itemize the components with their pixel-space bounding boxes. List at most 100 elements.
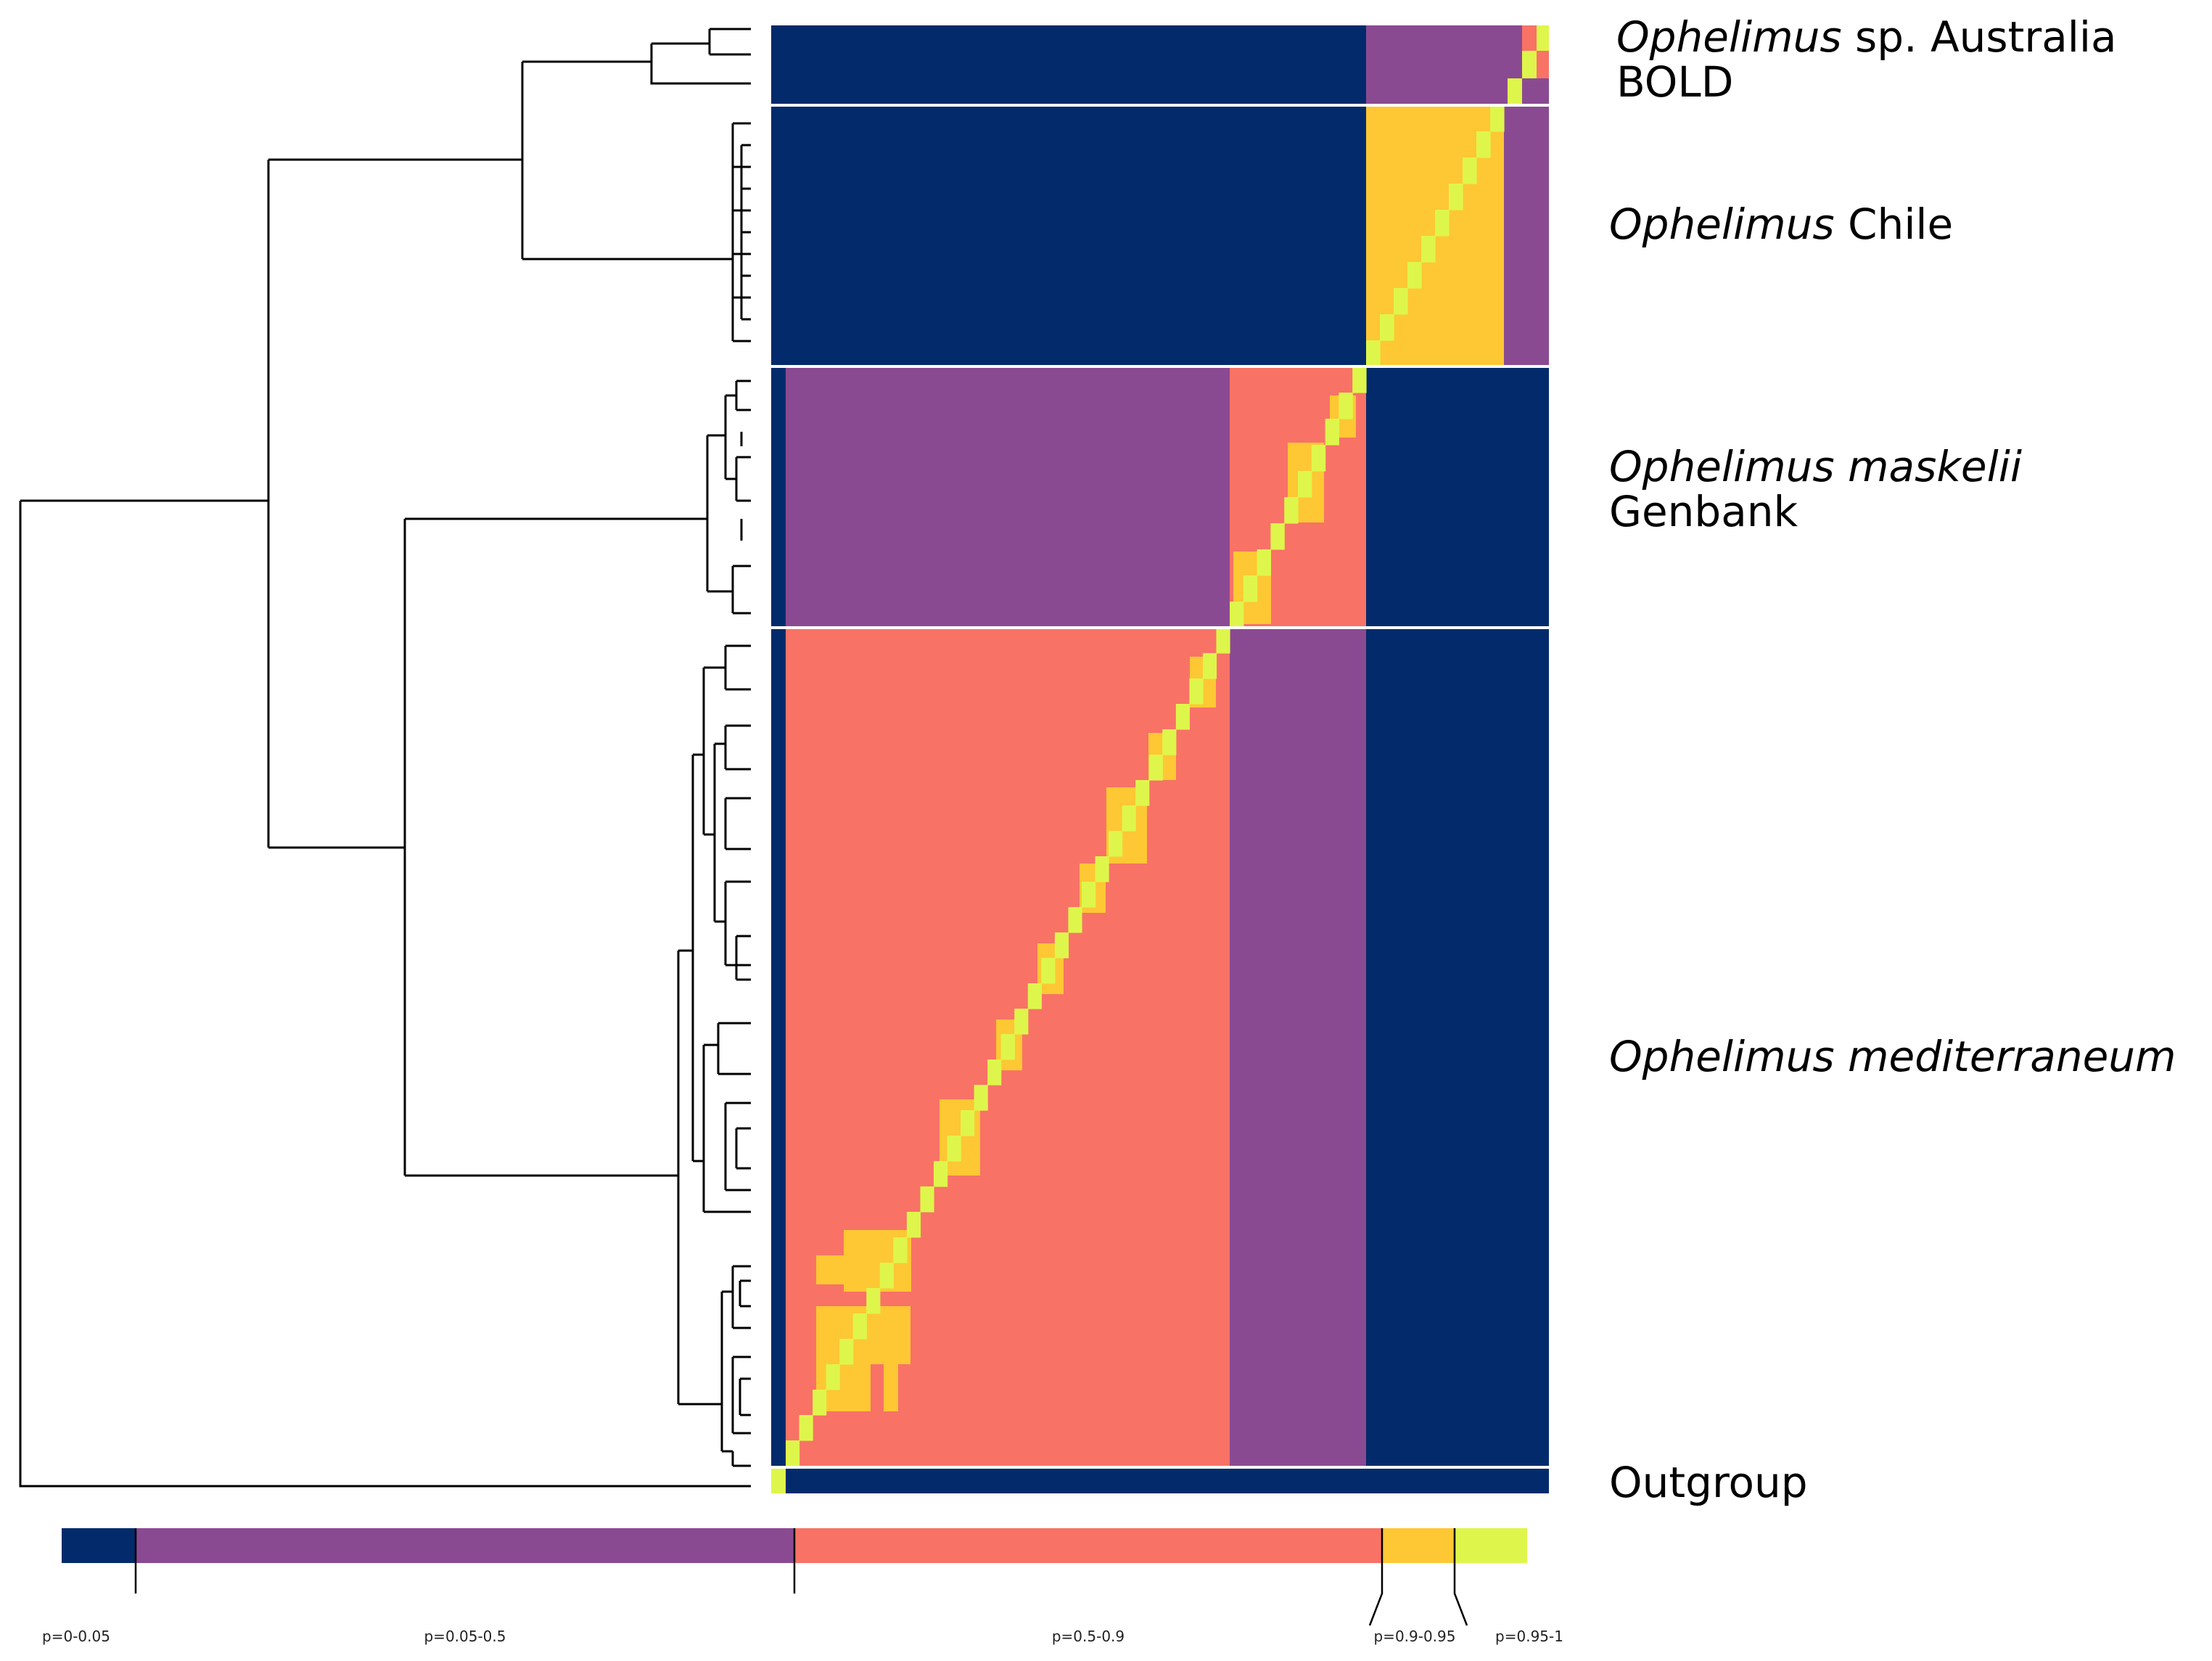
tree-branch: [724, 880, 751, 967]
tree-branch: [724, 1102, 751, 1192]
tree-branch: [731, 565, 751, 615]
clade-label-mediterraneum: Ophelimus mediterraneum: [1609, 1034, 2176, 1079]
tree-branch: [724, 724, 751, 771]
clade-label-maskelii: Ophelimus maskelii Genbank: [1609, 444, 2022, 534]
tree-branch: [735, 380, 751, 411]
tree-branch: [717, 1022, 751, 1075]
diagonal-cell: [1421, 236, 1436, 263]
diagonal-cell: [974, 1085, 988, 1111]
legend-swatch-p-095-1: [1455, 1528, 1527, 1563]
diagonal-cell: [893, 1237, 908, 1263]
diagonal-cell: [1435, 210, 1450, 237]
cell-block: [771, 366, 786, 628]
diagonal-cell: [826, 1364, 840, 1390]
diagonal-cell: [987, 1059, 1002, 1086]
diagonal-cell: [1366, 340, 1381, 367]
cell-block: [1522, 25, 1537, 51]
diagonal-cell: [866, 1288, 881, 1314]
tree-branch: [731, 1356, 751, 1435]
clade-label-italic: Ophelimus: [1609, 200, 1835, 249]
diagonal-cell: [1394, 288, 1408, 315]
diagonal-cell: [839, 1339, 854, 1365]
legend-tick: [1453, 1528, 1468, 1626]
diagonal-cell: [1135, 780, 1150, 806]
legend-swatch-p-0-005: [62, 1528, 136, 1563]
tree-branch: [678, 949, 722, 1406]
tree-branch: [724, 394, 736, 480]
cell-block: [1508, 78, 1522, 105]
cell-block: [771, 1466, 786, 1493]
diagonal-cell: [1270, 523, 1285, 550]
diagonal-cell: [1216, 628, 1230, 654]
clade-label-source: BOLD: [1616, 57, 1734, 107]
diagonal-cell: [1243, 575, 1258, 602]
tree-branch: [19, 501, 751, 1488]
clade-separators: [771, 104, 1549, 1469]
diagonal-cell: [1109, 831, 1123, 857]
legend-swatch-p-09-095: [1382, 1528, 1455, 1563]
diagonal-cell: [852, 1313, 867, 1340]
diagonal-cell: [1325, 419, 1339, 446]
clade-label-rest: Chile: [1834, 200, 1954, 249]
diagonal-cell: [961, 1110, 975, 1136]
mediterraneum-diagonal: [786, 628, 1230, 1467]
diagonal-cell: [1449, 184, 1463, 210]
clade-label-australia: Ophelimus sp. Australia BOLD: [1616, 15, 2117, 104]
legend-label-p-0-005: p=0-0.05: [42, 1628, 110, 1645]
tree-branch: [731, 1265, 751, 1329]
tree-branch: [702, 666, 725, 836]
tree-branch: [707, 434, 733, 593]
maskelii-diagonal: [1230, 366, 1367, 628]
tree-branch: [735, 935, 751, 981]
legend-label-p-005-05: p=0.05-0.5: [424, 1628, 506, 1645]
cell-block: [1504, 105, 1549, 366]
cell-block: [771, 628, 786, 1466]
legend-swatch-p-005-05: [136, 1528, 794, 1563]
tree-branch: [735, 456, 751, 502]
legend: p=0-0.05 p=0.05-0.5 p=0.5-0.9 p=0.9-0.95…: [42, 1528, 1563, 1645]
diagonal-cell: [813, 1390, 827, 1416]
cell-block: [816, 1255, 845, 1284]
cell-block: [1522, 78, 1549, 105]
diagonal-cell: [1000, 1034, 1015, 1060]
tree-branch: [713, 742, 725, 923]
tree-branch: [720, 1290, 733, 1453]
diagonal-cell: [879, 1263, 894, 1289]
diagonal-cell: [1068, 907, 1082, 933]
diagonal-cell: [934, 1161, 948, 1187]
diagonal-cell: [1463, 157, 1477, 184]
legend-label-p-09-095: p=0.9-0.95: [1373, 1628, 1455, 1645]
diagonal-cell: [1189, 678, 1204, 705]
diagonal-cell: [799, 1415, 813, 1441]
diagonal-cell: [1490, 105, 1505, 132]
diagonal-cell: [1095, 856, 1109, 882]
tree-branch: [731, 1451, 751, 1467]
cell-block: [1522, 51, 1537, 78]
cell-block: [1537, 25, 1549, 51]
clade-label-italic: Ophelimus maskelii: [1609, 442, 2022, 491]
diagonal-cell: [1175, 704, 1190, 730]
chile-diagonal: [1366, 105, 1505, 367]
diagonal-cell: [1230, 602, 1244, 628]
clade-label-rest: sp. Australia: [1841, 12, 2117, 62]
tree-branch: [735, 1127, 751, 1170]
clade-label-italic: Ophelimus mediterraneum: [1609, 1032, 2176, 1081]
cell-block: [1366, 25, 1522, 105]
cell-block: [1230, 628, 1366, 1466]
diagonal-cell: [1054, 932, 1069, 959]
diagonal-cell: [786, 1440, 800, 1467]
diagonal-cell: [1311, 445, 1326, 472]
diagonal-cell: [1148, 755, 1163, 781]
diagonal-cell: [947, 1136, 961, 1162]
diagonal-cell: [1339, 393, 1353, 419]
diagonal-cell: [1041, 958, 1056, 984]
diagonal-cell: [1380, 314, 1394, 341]
cell-block: [884, 1364, 898, 1411]
heatmap-matrix: [771, 25, 1549, 1493]
cell-block: [1537, 51, 1549, 78]
diagonal-cell: [1082, 882, 1096, 908]
clade-label-source: Genbank: [1609, 487, 1798, 536]
legend-label-p-095-1: p=0.95-1: [1495, 1628, 1563, 1645]
tree-branch: [740, 144, 751, 321]
